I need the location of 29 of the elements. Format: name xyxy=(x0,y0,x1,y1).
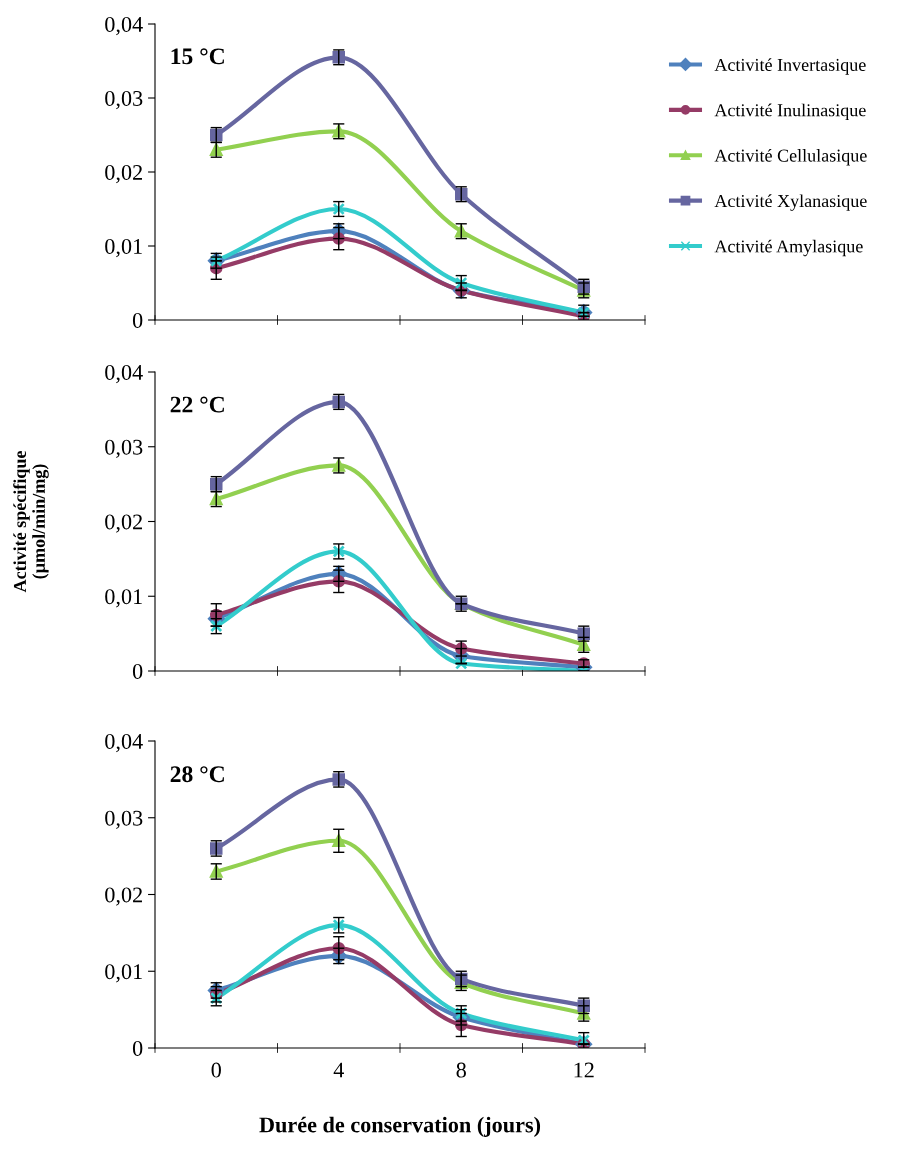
x-tick-label: 0 xyxy=(211,1062,221,1078)
y-tick-label: 0,02 xyxy=(105,164,142,184)
x-tick-label: 12 xyxy=(574,1062,594,1078)
x-tick-label: 8 xyxy=(456,1062,466,1078)
legend-label: Activité Cellulasique xyxy=(714,148,867,166)
y-tick-label: 0 xyxy=(132,312,143,328)
text: 28 °C xyxy=(170,766,224,783)
y-tick-label: 0,01 xyxy=(105,238,142,258)
y-tick-label: 0,04 xyxy=(105,364,143,384)
y-tick-label: 0,02 xyxy=(105,514,142,533)
x-axis-title: Durée de conservation (jours) xyxy=(259,1116,541,1137)
legend-label: Activité Xylanasique xyxy=(714,194,867,211)
text: 15 °C xyxy=(171,48,224,65)
y-tick-label: 0,03 xyxy=(105,90,143,110)
y-tick-label: 0,04 xyxy=(105,16,143,36)
y-tick-label: 0,02 xyxy=(105,887,142,906)
text: 22 °C xyxy=(170,396,224,413)
y-tick-label: 0,03 xyxy=(105,439,143,458)
y-tick-label: 0,01 xyxy=(105,964,142,983)
y-tick-label: 0,04 xyxy=(105,733,143,753)
y-tick-label: 0 xyxy=(132,663,143,679)
legend-label: Activité Invertasique xyxy=(714,58,866,75)
x-tick-label: 4 xyxy=(333,1062,344,1078)
y-tick-label: 0,03 xyxy=(105,810,143,829)
legend-label: Activité Inulinasique xyxy=(714,103,866,121)
y-tick-label: 0 xyxy=(132,1040,143,1056)
y-axis-title: Activité spécifique (µmol/min/mg) xyxy=(13,451,49,593)
legend-label: Activité Amylasique xyxy=(714,239,863,257)
y-tick-label: 0,01 xyxy=(105,589,142,608)
